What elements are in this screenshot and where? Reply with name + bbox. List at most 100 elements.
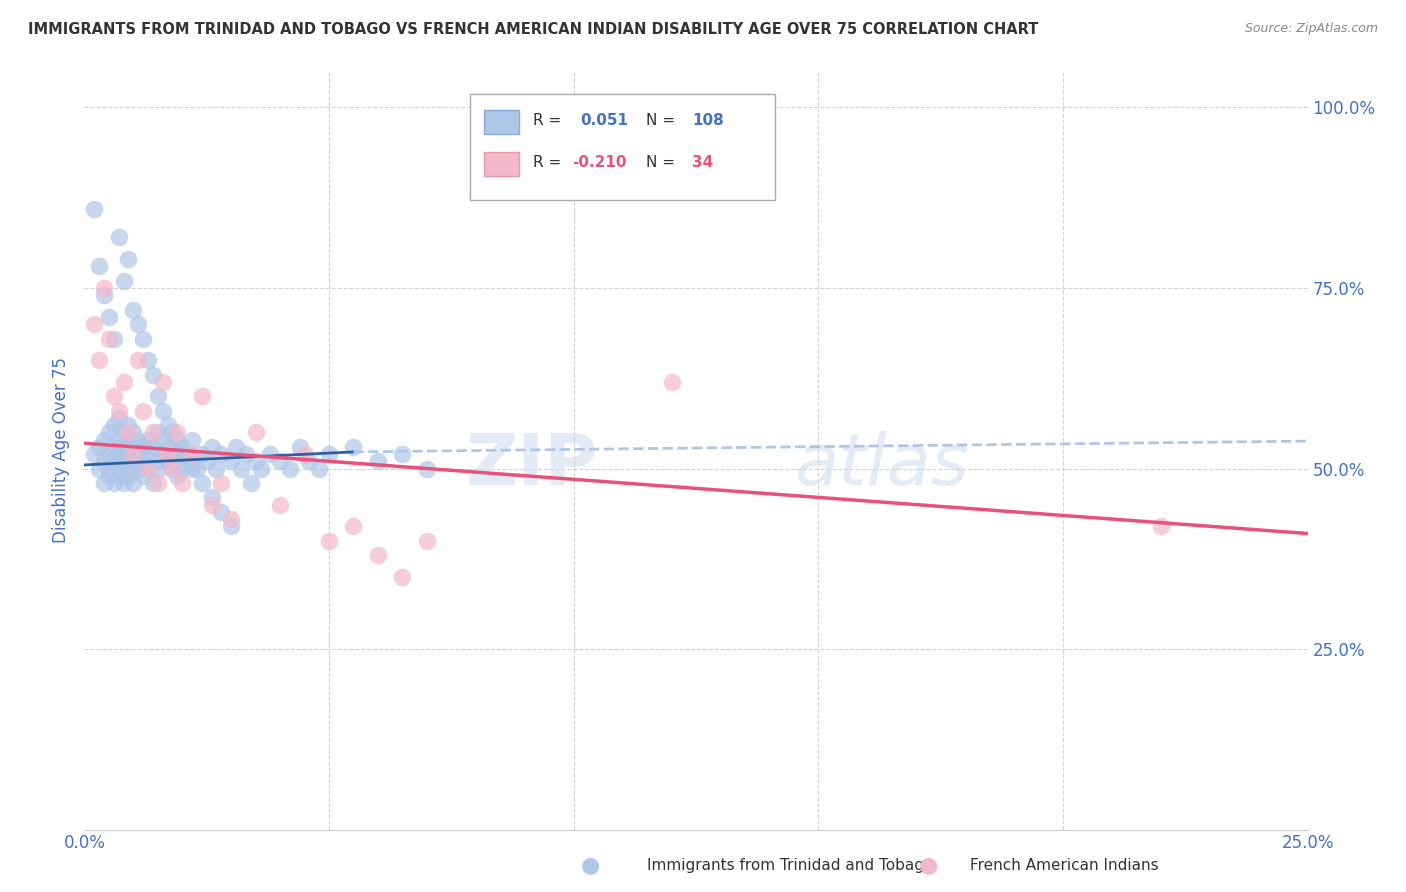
Point	[142, 475, 165, 490]
Point	[181, 454, 204, 468]
Point	[93, 454, 115, 468]
Point	[117, 418, 139, 433]
Point	[294, 447, 316, 461]
Point	[176, 447, 198, 461]
Point	[97, 310, 120, 324]
Point	[93, 475, 115, 490]
Point	[142, 425, 165, 440]
Point	[103, 454, 125, 468]
Point	[205, 461, 228, 475]
Point	[136, 461, 159, 475]
Point	[249, 461, 271, 475]
Point	[181, 447, 204, 461]
Point	[87, 461, 110, 475]
Point	[166, 468, 188, 483]
Point	[117, 461, 139, 475]
Point	[136, 353, 159, 368]
Text: atlas: atlas	[794, 431, 969, 500]
Point	[103, 332, 125, 346]
Point	[156, 440, 179, 454]
Point	[229, 461, 252, 475]
Text: French American Indians: French American Indians	[970, 858, 1159, 872]
Point	[200, 491, 222, 505]
Point	[136, 461, 159, 475]
Point	[342, 519, 364, 533]
Point	[127, 447, 149, 461]
Point	[127, 317, 149, 331]
Point	[318, 533, 340, 548]
Text: ●: ●	[581, 855, 600, 875]
Point	[172, 447, 194, 461]
Point	[181, 433, 204, 447]
Point	[122, 461, 145, 475]
Point	[225, 440, 247, 454]
Point	[107, 230, 129, 244]
Point	[103, 418, 125, 433]
Point	[391, 570, 413, 584]
Point	[117, 447, 139, 461]
Point	[93, 288, 115, 302]
Point	[269, 498, 291, 512]
Point	[107, 403, 129, 417]
Point	[219, 519, 242, 533]
Point	[318, 447, 340, 461]
Point	[107, 411, 129, 425]
Point	[219, 512, 242, 526]
Point	[112, 425, 135, 440]
Point	[172, 475, 194, 490]
Point	[93, 281, 115, 295]
Point	[122, 302, 145, 317]
Point	[136, 433, 159, 447]
Point	[127, 353, 149, 368]
Point	[117, 433, 139, 447]
Point	[209, 475, 232, 490]
Point	[278, 461, 301, 475]
Point	[391, 447, 413, 461]
Bar	[484, 110, 519, 135]
Point	[97, 461, 120, 475]
Point	[103, 440, 125, 454]
Text: 108: 108	[692, 113, 724, 128]
Point	[416, 461, 439, 475]
Point	[132, 440, 155, 454]
Point	[142, 440, 165, 454]
Point	[107, 461, 129, 475]
Point	[156, 454, 179, 468]
Point	[191, 447, 214, 461]
Y-axis label: Disability Age Over 75: Disability Age Over 75	[52, 358, 70, 543]
Point	[416, 533, 439, 548]
Point	[146, 425, 169, 440]
Point	[132, 403, 155, 417]
Point	[235, 447, 257, 461]
Point	[186, 461, 208, 475]
Point	[146, 475, 169, 490]
Point	[162, 461, 184, 475]
Point	[1150, 519, 1173, 533]
Point	[136, 447, 159, 461]
Point	[107, 468, 129, 483]
Point	[146, 454, 169, 468]
Bar	[484, 152, 519, 176]
Point	[166, 454, 188, 468]
Point	[200, 440, 222, 454]
Point	[132, 454, 155, 468]
Text: N =: N =	[645, 155, 679, 169]
Point	[162, 447, 184, 461]
Point	[122, 425, 145, 440]
Point	[209, 505, 232, 519]
Text: 0.051: 0.051	[579, 113, 627, 128]
Point	[112, 454, 135, 468]
Text: IMMIGRANTS FROM TRINIDAD AND TOBAGO VS FRENCH AMERICAN INDIAN DISABILITY AGE OVE: IMMIGRANTS FROM TRINIDAD AND TOBAGO VS F…	[28, 22, 1039, 37]
Point	[152, 403, 174, 417]
Point	[83, 447, 105, 461]
Point	[239, 475, 262, 490]
Point	[342, 440, 364, 454]
Point	[97, 468, 120, 483]
Point	[191, 389, 214, 403]
Point	[146, 389, 169, 403]
Text: R =: R =	[533, 155, 567, 169]
Point	[200, 498, 222, 512]
Point	[152, 375, 174, 389]
Point	[107, 447, 129, 461]
Point	[245, 454, 267, 468]
